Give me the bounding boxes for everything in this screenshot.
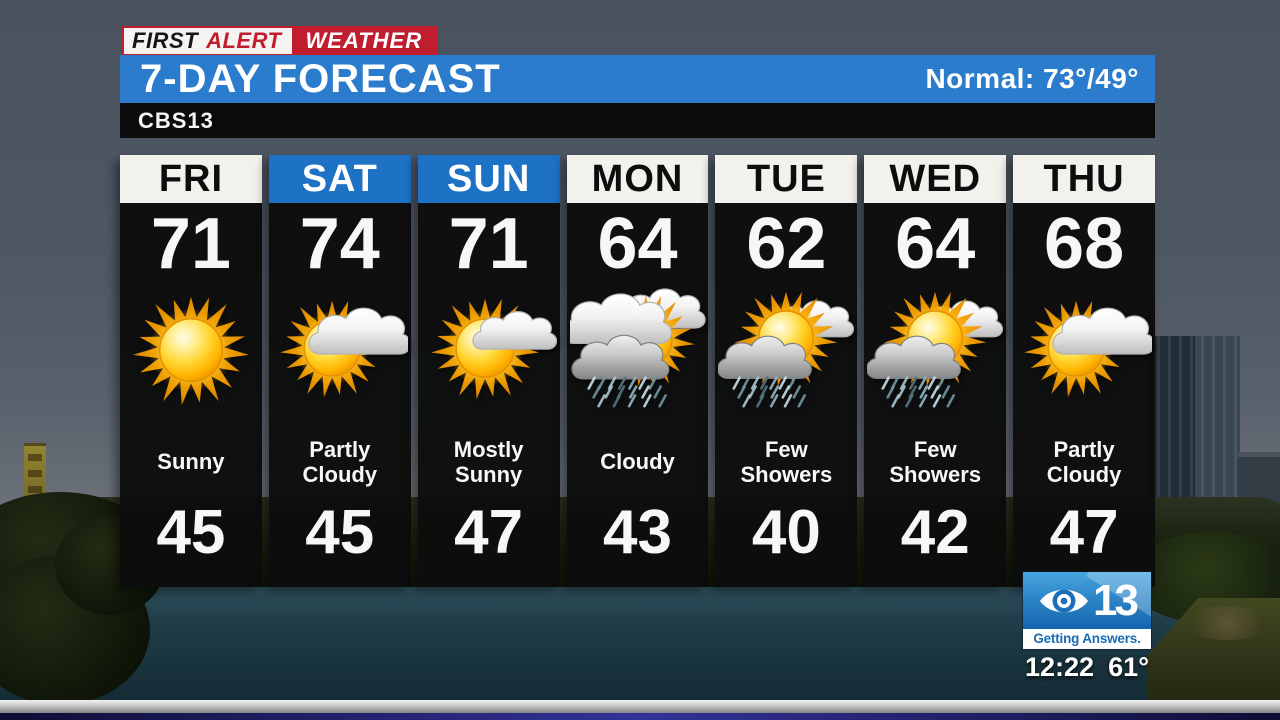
forecast-column-mon: MON 64 Cloudy 43 bbox=[560, 155, 709, 587]
partly-cloudy-icon bbox=[272, 285, 412, 425]
lower-third-silver-bar bbox=[0, 700, 1280, 713]
cbs-eye-icon bbox=[1038, 582, 1090, 620]
first-alert-box: FIRST ALERT bbox=[122, 26, 294, 56]
day-label: TUE bbox=[715, 155, 858, 203]
condition-label: Few Showers bbox=[740, 436, 833, 487]
forecast-column-wed: WED 64 Few Showers 42 bbox=[864, 155, 1007, 587]
normal-temps-label: Normal: 73°/49° bbox=[925, 63, 1139, 94]
few-showers-icon bbox=[717, 285, 855, 425]
station-strip: CBS13 bbox=[120, 103, 1155, 138]
low-temp: 43 bbox=[603, 498, 672, 567]
condition-label: Cloudy bbox=[600, 449, 675, 475]
high-temp: 62 bbox=[746, 204, 827, 284]
forecast-cell: 64 Few Showers 42 bbox=[864, 203, 1007, 587]
low-temp: 42 bbox=[900, 498, 970, 567]
current-temp: 61° bbox=[1108, 652, 1149, 682]
day-label: WED bbox=[864, 155, 1007, 203]
station-tagline: Getting Answers. bbox=[1023, 629, 1151, 649]
condition-label: Partly Cloudy bbox=[1046, 436, 1122, 487]
partly-cloudy-icon bbox=[1016, 285, 1156, 425]
forecast-cell: 71 Mostly Sunny 47 bbox=[417, 203, 560, 587]
station-bug: 13 Getting Answers. bbox=[1022, 571, 1152, 650]
high-temp: 74 bbox=[299, 204, 380, 284]
condition-label: Mostly Sunny bbox=[453, 436, 524, 487]
low-temp: 45 bbox=[305, 498, 375, 567]
high-temp: 64 bbox=[597, 204, 678, 284]
first-alert-weather-logo: FIRST ALERT WEATHER bbox=[122, 26, 439, 56]
brand-weather-label: WEATHER bbox=[293, 26, 439, 56]
forecast-cell: 64 Cloudy 43 bbox=[560, 203, 709, 587]
high-temp: 68 bbox=[1044, 204, 1125, 284]
forecast-column-tue: TUE 62 Few Showers 40 bbox=[715, 155, 858, 587]
station-number: 13 bbox=[1093, 575, 1139, 625]
mostly-sunny-icon bbox=[421, 285, 557, 425]
forecast-grid: FRI 71 Sunny 45 SAT 74 Partly Cloudy 45 … bbox=[120, 155, 1156, 587]
day-label: MON bbox=[566, 155, 709, 203]
forecast-column-fri: FRI 71 Sunny 45 bbox=[120, 155, 262, 587]
forecast-column-thu: THU 68 Partly Cloudy 47 bbox=[1013, 155, 1156, 587]
day-label: SAT bbox=[268, 155, 411, 203]
low-temp: 47 bbox=[454, 498, 524, 567]
high-temp: 64 bbox=[895, 204, 976, 284]
brand-first-label: FIRST bbox=[132, 28, 199, 53]
cloudy-showers-icon bbox=[560, 285, 706, 425]
forecast-cell: 71 Sunny 45 bbox=[120, 203, 262, 587]
lower-third-navy-bar bbox=[0, 713, 1280, 720]
low-temp: 40 bbox=[751, 498, 821, 567]
forecast-cell: 74 Partly Cloudy 45 bbox=[268, 203, 412, 587]
sunny-icon bbox=[123, 285, 259, 425]
day-label: SUN bbox=[417, 155, 560, 203]
page-title: 7-DAY FORECAST bbox=[140, 56, 501, 101]
forecast-cell: 68 Partly Cloudy 47 bbox=[1013, 203, 1156, 587]
high-temp: 71 bbox=[150, 204, 231, 284]
brand-alert-label: ALERT bbox=[206, 28, 282, 53]
few-showers-icon bbox=[866, 285, 1004, 425]
forecast-column-sun: SUN 71 Mostly Sunny 47 bbox=[417, 155, 560, 587]
day-label: FRI bbox=[120, 155, 262, 203]
station-name: CBS13 bbox=[138, 107, 214, 133]
condition-label: Few Showers bbox=[889, 436, 982, 487]
day-label: THU bbox=[1013, 155, 1156, 203]
clock-time: 12:22 bbox=[1025, 652, 1095, 682]
cbs-logo-box: 13 bbox=[1023, 572, 1151, 629]
condition-label: Partly Cloudy bbox=[302, 436, 378, 487]
forecast-banner: 7-DAY FORECAST Normal: 73°/49° bbox=[120, 55, 1155, 103]
forecast-cell: 62 Few Showers 40 bbox=[715, 203, 858, 587]
time-temp-row: 12:22 61° bbox=[1022, 652, 1152, 683]
low-temp: 45 bbox=[156, 498, 226, 567]
condition-label: Sunny bbox=[157, 449, 225, 475]
low-temp: 47 bbox=[1049, 498, 1119, 567]
high-temp: 71 bbox=[448, 204, 529, 284]
right-riverbank bbox=[1148, 598, 1280, 702]
forecast-column-sat: SAT 74 Partly Cloudy 45 bbox=[268, 155, 412, 587]
